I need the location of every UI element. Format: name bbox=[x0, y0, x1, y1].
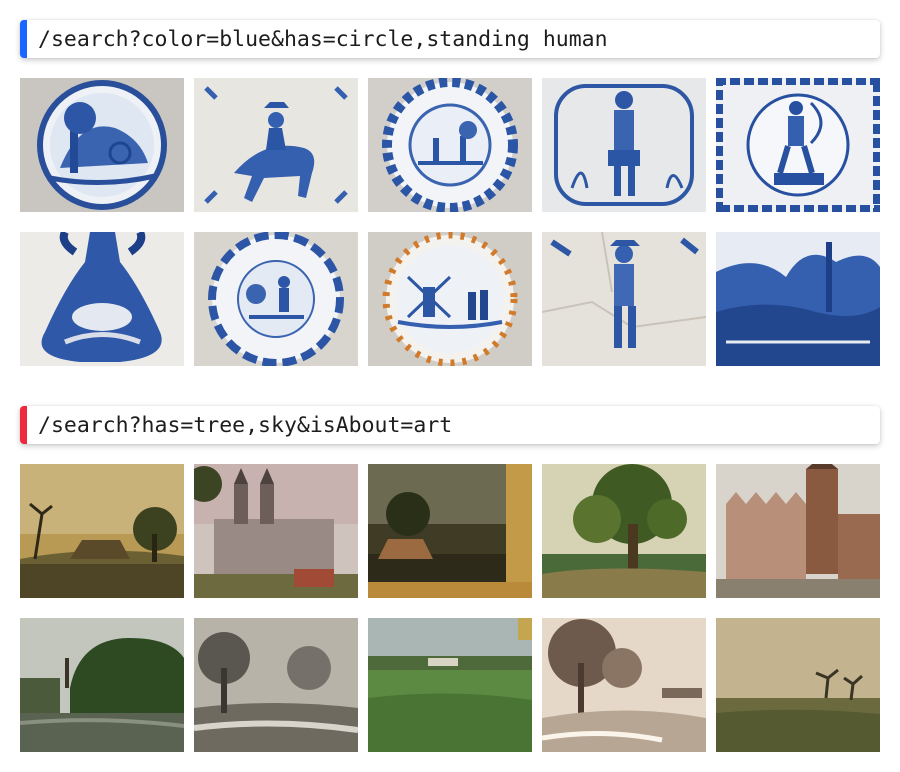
delft-tile-horse-rider-image bbox=[194, 78, 358, 212]
result-tile[interactable] bbox=[542, 464, 706, 598]
delft-plate-figure-image bbox=[194, 232, 358, 366]
query-accent-blue bbox=[20, 20, 27, 58]
painting-framed-cottage-image bbox=[368, 464, 532, 598]
search-query-bar[interactable]: /search?has=tree,sky&isAbout=art bbox=[20, 406, 880, 444]
delft-plate-carriage-image bbox=[20, 78, 184, 212]
result-tile[interactable] bbox=[20, 78, 184, 212]
result-tile[interactable] bbox=[716, 464, 880, 598]
result-tile[interactable] bbox=[368, 464, 532, 598]
result-tile[interactable] bbox=[716, 618, 880, 752]
delft-plate-figures-image bbox=[368, 78, 532, 212]
result-tile[interactable] bbox=[194, 464, 358, 598]
result-tile[interactable] bbox=[20, 618, 184, 752]
painting-green-field-image bbox=[368, 618, 532, 752]
delft-plate-landscape-image bbox=[716, 232, 880, 366]
delft-tile-archer-image bbox=[716, 78, 880, 212]
result-tile[interactable] bbox=[542, 232, 706, 366]
result-tile[interactable] bbox=[542, 78, 706, 212]
search-query-bar[interactable]: /search?color=blue&has=circle,standing h… bbox=[20, 20, 880, 58]
delft-figurine-vase-image bbox=[20, 232, 184, 366]
result-tile[interactable] bbox=[716, 232, 880, 366]
delft-plate-windmill-image bbox=[368, 232, 532, 366]
result-tile[interactable] bbox=[716, 78, 880, 212]
painting-cathedral-image bbox=[194, 464, 358, 598]
painting-windswept-trees-image bbox=[716, 618, 880, 752]
search-query-text: /search?color=blue&has=circle,standing h… bbox=[38, 26, 608, 52]
drawing-willow-landscape-image bbox=[194, 618, 358, 752]
result-tile[interactable] bbox=[194, 618, 358, 752]
result-tile[interactable] bbox=[368, 618, 532, 752]
painting-oak-tree-image bbox=[542, 464, 706, 598]
etching-winter-trees-image bbox=[542, 618, 706, 752]
result-tile[interactable] bbox=[20, 232, 184, 366]
result-tile[interactable] bbox=[194, 78, 358, 212]
result-tile[interactable] bbox=[20, 464, 184, 598]
result-tile[interactable] bbox=[368, 78, 532, 212]
search-query-text: /search?has=tree,sky&isAbout=art bbox=[38, 412, 453, 438]
painting-town-tower-image bbox=[716, 464, 880, 598]
painting-river-trees-image bbox=[20, 618, 184, 752]
result-tile[interactable] bbox=[542, 618, 706, 752]
delft-tile-cracked-soldier-image bbox=[542, 232, 706, 366]
delft-tile-soldier-image bbox=[542, 78, 706, 212]
query-accent-red bbox=[20, 406, 27, 444]
result-tile[interactable] bbox=[194, 232, 358, 366]
painting-farmhouse-image bbox=[20, 464, 184, 598]
result-tile[interactable] bbox=[368, 232, 532, 366]
